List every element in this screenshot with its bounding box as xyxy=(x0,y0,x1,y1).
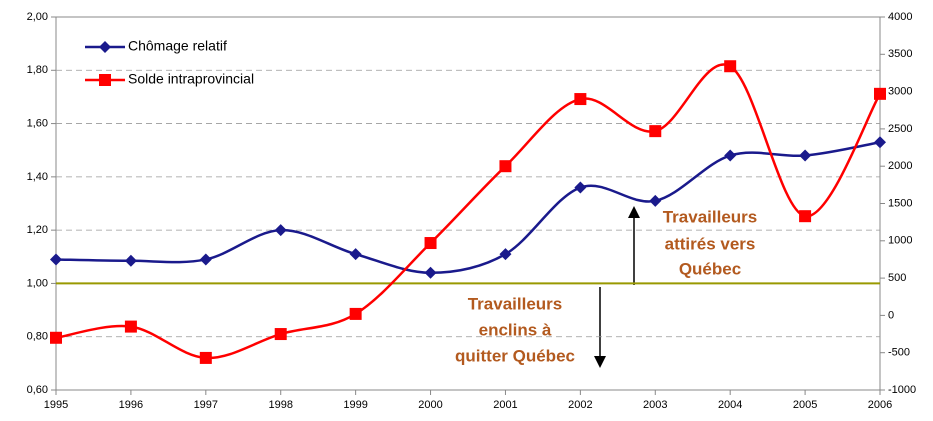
x-tick-label: 1999 xyxy=(343,399,367,411)
y2-tick-label: 500 xyxy=(888,272,906,284)
x-tick-label: 2002 xyxy=(568,399,592,411)
y-tick-label: 0,60 xyxy=(27,384,48,396)
x-tick-label: 2005 xyxy=(793,399,817,411)
legend-marker xyxy=(99,74,111,86)
point xyxy=(574,93,587,106)
annotation: Québec xyxy=(679,259,741,278)
x-tick-label: 1995 xyxy=(44,399,68,411)
point xyxy=(574,181,587,194)
x-tick-label: 2001 xyxy=(493,399,517,411)
y2-tick-label: 4000 xyxy=(888,11,912,23)
x-tick-label: 2000 xyxy=(418,399,442,411)
y2-tick-label: 0 xyxy=(888,309,894,321)
x-tick-label: 1997 xyxy=(194,399,218,411)
y-tick-label: 1,20 xyxy=(27,224,48,236)
y2-tick-label: -1000 xyxy=(888,384,916,396)
point xyxy=(724,149,737,162)
point xyxy=(424,237,437,250)
point xyxy=(799,149,812,162)
annotation: Travailleurs xyxy=(663,207,758,226)
y-tick-label: 1,80 xyxy=(27,64,48,76)
y-tick-label: 1,60 xyxy=(27,117,48,129)
y2-tick-label: 1000 xyxy=(888,235,912,247)
point xyxy=(649,194,662,207)
point xyxy=(874,136,886,149)
y2-tick-label: 1500 xyxy=(888,197,912,209)
point xyxy=(124,320,137,333)
point xyxy=(50,253,62,266)
point xyxy=(50,331,62,344)
point xyxy=(274,328,287,341)
x-tick-label: 2004 xyxy=(718,399,742,411)
x-tick-label: 1998 xyxy=(268,399,292,411)
annotation: Travailleurs xyxy=(468,294,563,313)
y2-tick-label: 2500 xyxy=(888,123,912,135)
x-tick-label: 1996 xyxy=(119,399,143,411)
point xyxy=(424,266,437,279)
point xyxy=(349,248,362,261)
point xyxy=(499,248,512,261)
point xyxy=(499,160,512,173)
y2-tick-label: -500 xyxy=(888,347,910,359)
y2-tick-label: 2000 xyxy=(888,160,912,172)
legend-marker xyxy=(99,41,111,53)
y2-tick-label: 3000 xyxy=(888,86,912,98)
annotation: enclins à xyxy=(479,320,552,339)
y2-tick-label: 3500 xyxy=(888,48,912,60)
point xyxy=(649,125,662,138)
legend-label: Solde intraprovincial xyxy=(128,71,254,87)
annotation: quitter Québec xyxy=(455,346,575,365)
y-tick-label: 1,40 xyxy=(27,171,48,183)
annotation: attirés vers xyxy=(665,234,756,253)
point xyxy=(874,87,886,100)
point xyxy=(124,254,137,267)
point xyxy=(349,307,362,320)
point xyxy=(199,351,212,364)
x-tick-label: 2006 xyxy=(868,399,892,411)
y-tick-label: 0,80 xyxy=(27,331,48,343)
point xyxy=(199,253,212,266)
point xyxy=(724,60,737,73)
x-tick-label: 2003 xyxy=(643,399,667,411)
y-tick-label: 1,00 xyxy=(27,277,48,289)
legend-label: Chômage relatif xyxy=(128,38,227,54)
y-tick-label: 2,00 xyxy=(27,11,48,23)
point xyxy=(799,210,812,223)
point xyxy=(274,224,287,237)
